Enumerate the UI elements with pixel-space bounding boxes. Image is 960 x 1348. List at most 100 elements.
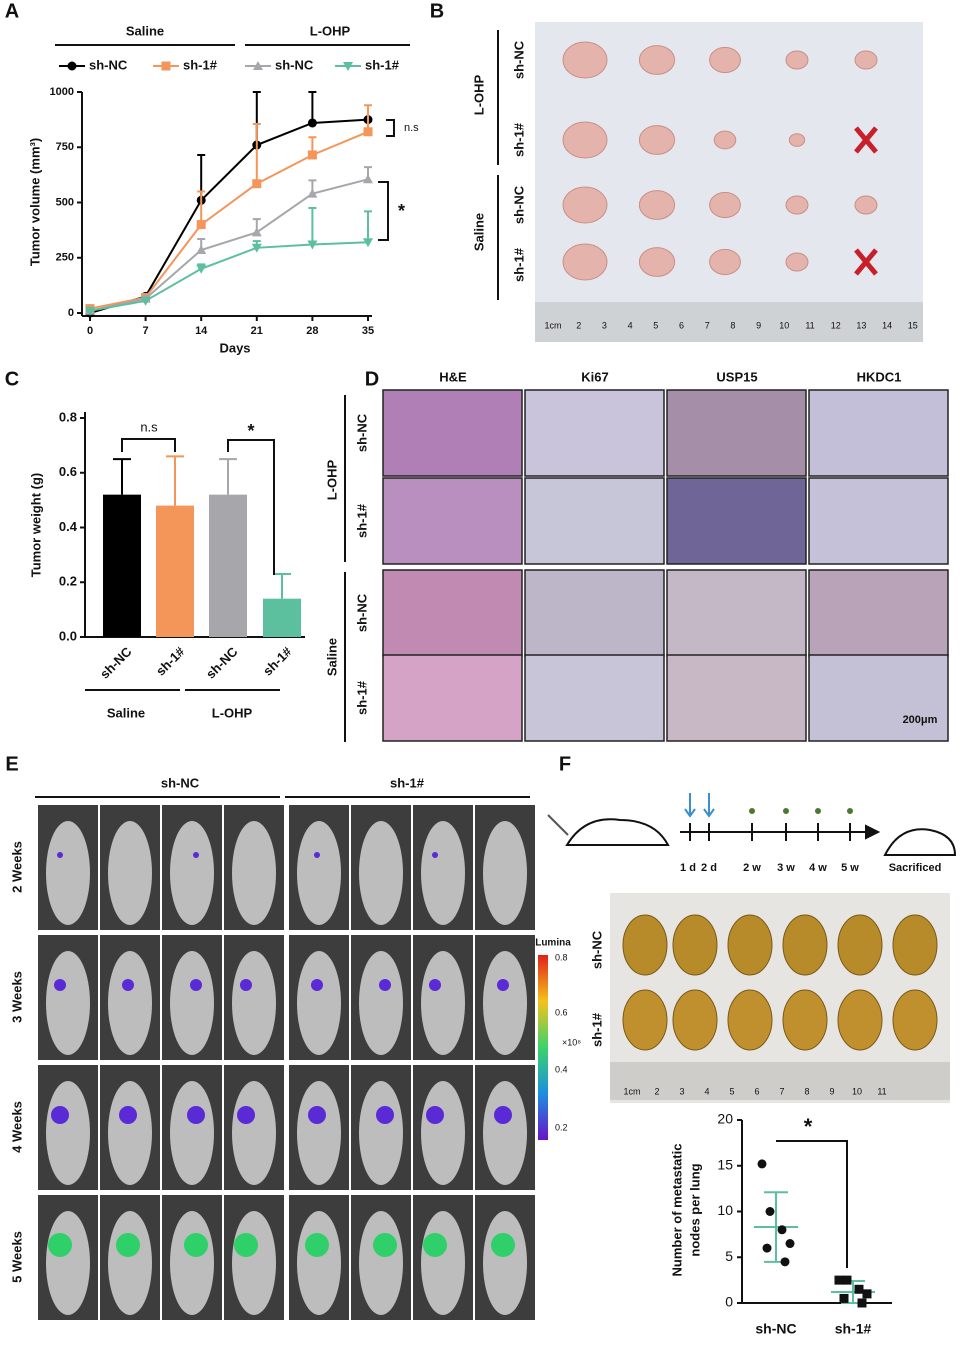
row-label: 2 Weeks bbox=[9, 841, 24, 893]
row-label: sh-1# bbox=[511, 122, 526, 157]
ruler bbox=[610, 1062, 950, 1100]
cross bbox=[854, 248, 878, 276]
signal bbox=[423, 1233, 447, 1257]
marker bbox=[307, 188, 318, 198]
row-label: 4 Weeks bbox=[9, 1101, 24, 1153]
y-axis-label: Number of metastatic bbox=[669, 1144, 684, 1277]
lung bbox=[837, 914, 883, 976]
marker bbox=[862, 1289, 872, 1299]
micrograph bbox=[382, 389, 523, 477]
row-label: sh-NC bbox=[511, 40, 526, 79]
panel-letter: E bbox=[5, 753, 18, 775]
micrograph bbox=[524, 477, 665, 565]
marker bbox=[307, 240, 318, 250]
mouse bbox=[297, 1211, 341, 1315]
signal bbox=[373, 1233, 397, 1257]
timeline-label: 1 d bbox=[680, 862, 696, 874]
timeline-label: 5 w bbox=[841, 862, 859, 874]
bar bbox=[156, 505, 194, 637]
x-tick-label: sh-NC bbox=[203, 644, 241, 682]
mouse bbox=[46, 1211, 90, 1315]
tumor bbox=[638, 45, 676, 75]
signal bbox=[122, 979, 134, 991]
legend-marker bbox=[67, 61, 77, 71]
series-line bbox=[89, 241, 369, 312]
x-tick-label: 21 bbox=[251, 325, 263, 337]
series-line bbox=[89, 178, 369, 312]
error-bar bbox=[308, 91, 317, 123]
marker bbox=[854, 1284, 864, 1294]
y-tick-label: 0.2 bbox=[59, 574, 77, 589]
lung bbox=[727, 914, 773, 976]
row-label: sh-NC bbox=[511, 185, 526, 224]
column-label: USP15 bbox=[716, 369, 757, 384]
mouse bbox=[483, 821, 527, 925]
mouse bbox=[483, 1211, 527, 1315]
mouse bbox=[108, 951, 152, 1055]
tumor-photo bbox=[535, 22, 923, 342]
signal bbox=[426, 1106, 444, 1124]
x-tick-label: 0 bbox=[87, 325, 93, 337]
y-tick-label: 0.6 bbox=[59, 464, 77, 479]
ruler-label: 8 bbox=[804, 1086, 809, 1096]
marker bbox=[363, 238, 373, 248]
annotation: n.s bbox=[140, 419, 158, 434]
lung bbox=[837, 989, 883, 1051]
signal bbox=[491, 1233, 515, 1257]
ruler-label: 3 bbox=[602, 320, 607, 330]
row-label: sh-1# bbox=[354, 680, 369, 715]
x-axis-label: Days bbox=[219, 340, 250, 355]
mouse bbox=[421, 1081, 465, 1185]
marker bbox=[777, 1225, 787, 1235]
tumor bbox=[562, 41, 608, 79]
marker bbox=[363, 127, 373, 137]
micrograph bbox=[524, 654, 665, 742]
timeline-label: 3 w bbox=[777, 862, 795, 874]
y-axis-label: Tumor volume (mm³) bbox=[27, 138, 42, 266]
ruler-label: 10 bbox=[852, 1086, 862, 1096]
micrograph bbox=[808, 389, 949, 477]
marker bbox=[196, 264, 207, 274]
signal bbox=[305, 1233, 329, 1257]
marker bbox=[252, 179, 262, 189]
legend-label: sh-NC bbox=[89, 57, 128, 72]
x-tick-label: 7 bbox=[143, 325, 149, 337]
mouse bbox=[108, 1211, 152, 1315]
marker bbox=[757, 1159, 767, 1169]
ruler-label: 12 bbox=[831, 320, 841, 330]
signal bbox=[237, 1106, 255, 1124]
row-label: sh-NC bbox=[354, 413, 369, 452]
mouse bbox=[297, 951, 341, 1055]
signal bbox=[432, 852, 438, 858]
colorbar-tick: 0.2 bbox=[555, 1122, 568, 1132]
lung bbox=[672, 989, 718, 1051]
ruler-label: 11 bbox=[877, 1086, 886, 1096]
mouse bbox=[359, 1211, 403, 1315]
micrograph bbox=[382, 569, 523, 657]
group-label: L-OHP bbox=[471, 74, 486, 115]
mouse bbox=[359, 951, 403, 1055]
signal bbox=[429, 979, 441, 991]
error-bar bbox=[273, 573, 291, 599]
marker bbox=[762, 1243, 772, 1253]
tumor bbox=[562, 243, 608, 281]
marker bbox=[765, 1207, 775, 1216]
micrograph bbox=[808, 654, 949, 742]
error-bar bbox=[197, 190, 206, 225]
ruler-label: 1cm bbox=[544, 320, 561, 330]
mouse bbox=[170, 951, 214, 1055]
y-axis-label: nodes per lung bbox=[687, 1163, 702, 1256]
y-tick-label: 5 bbox=[725, 1248, 733, 1264]
y-tick-label: 0 bbox=[725, 1294, 733, 1310]
column-label: H&E bbox=[439, 369, 467, 384]
bracket bbox=[378, 181, 389, 241]
y-tick-label: 10 bbox=[717, 1202, 733, 1218]
bracket bbox=[386, 119, 395, 137]
error-bar bbox=[308, 207, 317, 245]
lung bbox=[782, 989, 828, 1051]
ruler-label: 14 bbox=[882, 320, 892, 330]
tumor bbox=[709, 191, 741, 219]
row-label: 5 Weeks bbox=[9, 1231, 24, 1283]
marker bbox=[196, 220, 206, 230]
